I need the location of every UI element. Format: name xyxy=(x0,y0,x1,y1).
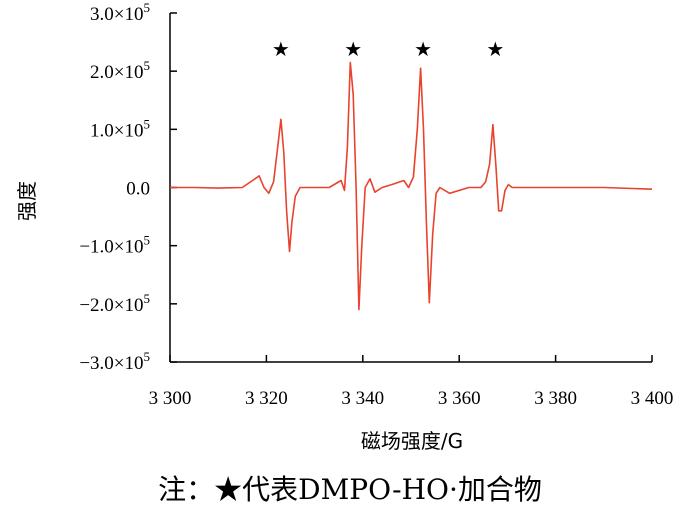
y-tick-label: 2.0×105 xyxy=(90,58,150,83)
x-tick-label: 3 360 xyxy=(438,388,481,409)
y-tick-label: 3.0×105 xyxy=(90,0,150,25)
star-marker-icon: ★ xyxy=(414,37,432,61)
epr-spectrum-line xyxy=(170,61,653,311)
footnote-star-icon: ★ xyxy=(214,473,243,506)
footnote-prefix: 注： xyxy=(158,473,215,506)
x-tick-label: 3 340 xyxy=(341,388,384,409)
star-marker-icon: ★ xyxy=(344,37,362,61)
x-tick-label: 3 300 xyxy=(149,388,192,409)
x-tick-label: 3 380 xyxy=(534,388,577,409)
footnote-text: 代表DMPO-HO·加合物 xyxy=(242,473,542,506)
y-tick-label: −2.0×105 xyxy=(79,291,150,316)
y-tick-label: 0.0 xyxy=(126,179,150,200)
series-group xyxy=(170,61,653,311)
x-tick-label: 3 320 xyxy=(245,388,288,409)
star-marker-icon: ★ xyxy=(486,37,504,61)
y-tick-labels: 3.0×105 2.0×105 1.0×105 0.0 −1.0×105 −2.0×105… xyxy=(79,0,150,374)
x-tick-label: 3 400 xyxy=(631,388,674,409)
x-tick-labels: 3 300 3 320 3 340 3 360 3 380 3 400 xyxy=(149,388,674,409)
y-axis-title: 强度 xyxy=(15,181,39,221)
y-tick-label: −3.0×105 xyxy=(79,349,150,374)
y-tick-label: −1.0×105 xyxy=(79,233,150,258)
footnote: 注：★代表DMPO-HO·加合物 xyxy=(0,468,700,508)
star-marker-icon: ★ xyxy=(272,37,290,61)
y-tick-label: 1.0×105 xyxy=(90,116,150,141)
peak-markers: ★ ★ ★ ★ xyxy=(272,37,504,61)
x-axis-title: 磁场强度/G xyxy=(361,429,463,453)
